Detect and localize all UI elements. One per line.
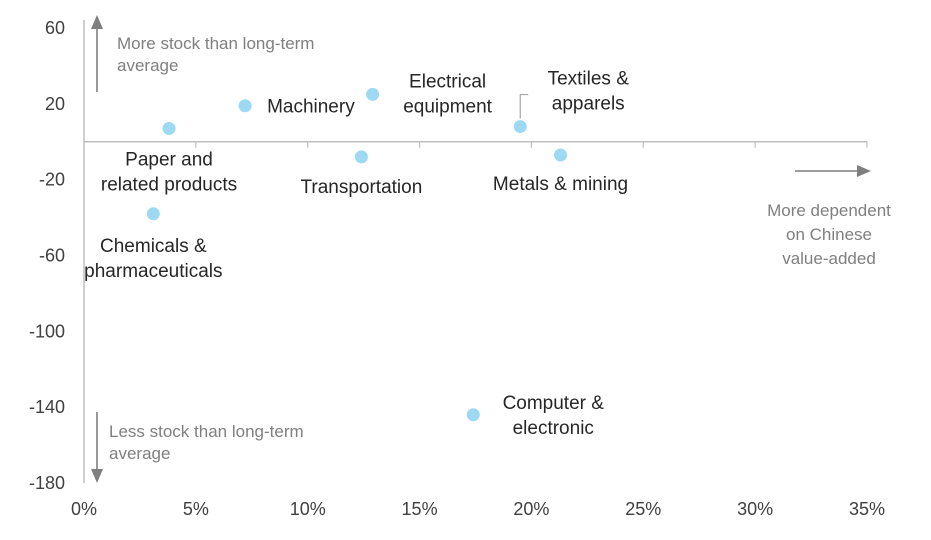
x-tick-label: 10% <box>290 499 326 519</box>
annotation-more-dependent: More dependent on Chinese value-added <box>767 201 891 268</box>
x-tick-label: 0% <box>71 499 97 519</box>
axes <box>83 20 868 483</box>
y-tick-label: -20 <box>39 170 65 190</box>
point-label: Transportation <box>300 177 422 198</box>
scatter-point <box>354 150 368 164</box>
scatter-point <box>366 87 380 101</box>
point-label: Machinery <box>267 97 355 118</box>
annotation-less-stock: Less stock than long-term average <box>109 422 304 463</box>
down-arrow-icon <box>91 469 103 483</box>
y-tick-label: -100 <box>29 321 65 341</box>
point-label: Electrical equipment <box>403 71 492 117</box>
y-tick-label: 20 <box>45 94 65 114</box>
x-tick-label: 25% <box>625 499 661 519</box>
y-tick-label: -140 <box>29 397 65 417</box>
x-tick-label: 5% <box>183 499 209 519</box>
data-points <box>146 87 568 422</box>
y-tick-label: -60 <box>39 246 65 266</box>
scatter-point <box>162 121 176 135</box>
scatter-point <box>238 99 252 113</box>
point-labels: Paper and related products Machinery Electr… <box>84 69 629 439</box>
point-label: Chemicals & pharmaceuticals <box>84 236 222 282</box>
scatter-point <box>146 207 160 221</box>
x-tick-label: 15% <box>402 499 438 519</box>
leader-line <box>519 93 529 119</box>
point-label: Computer & electronic <box>503 393 605 439</box>
scatter-point <box>466 408 480 422</box>
x-tick-label: 20% <box>513 499 549 519</box>
scatter-point <box>554 148 568 162</box>
tick-labels: 0% 5% 10% 15% 20% 25% 30% 35% 60 20 -20 -60 -100 -140… <box>29 18 885 519</box>
point-label: Textiles & apparels <box>548 69 630 115</box>
point-label: Metals & mining <box>493 174 628 195</box>
x-tick-label: 35% <box>849 499 885 519</box>
annotation-more-stock: More stock than long-term average <box>117 34 314 75</box>
right-arrow-icon <box>857 165 871 177</box>
x-tick-label: 30% <box>737 499 773 519</box>
y-tick-label: -180 <box>29 473 65 493</box>
point-label: Paper and related products <box>101 149 237 195</box>
annotations: More stock than long-term average Less sto… <box>91 15 891 483</box>
scatter-point <box>513 120 527 134</box>
y-tick-label: 60 <box>45 18 65 38</box>
up-arrow-icon <box>91 15 103 29</box>
